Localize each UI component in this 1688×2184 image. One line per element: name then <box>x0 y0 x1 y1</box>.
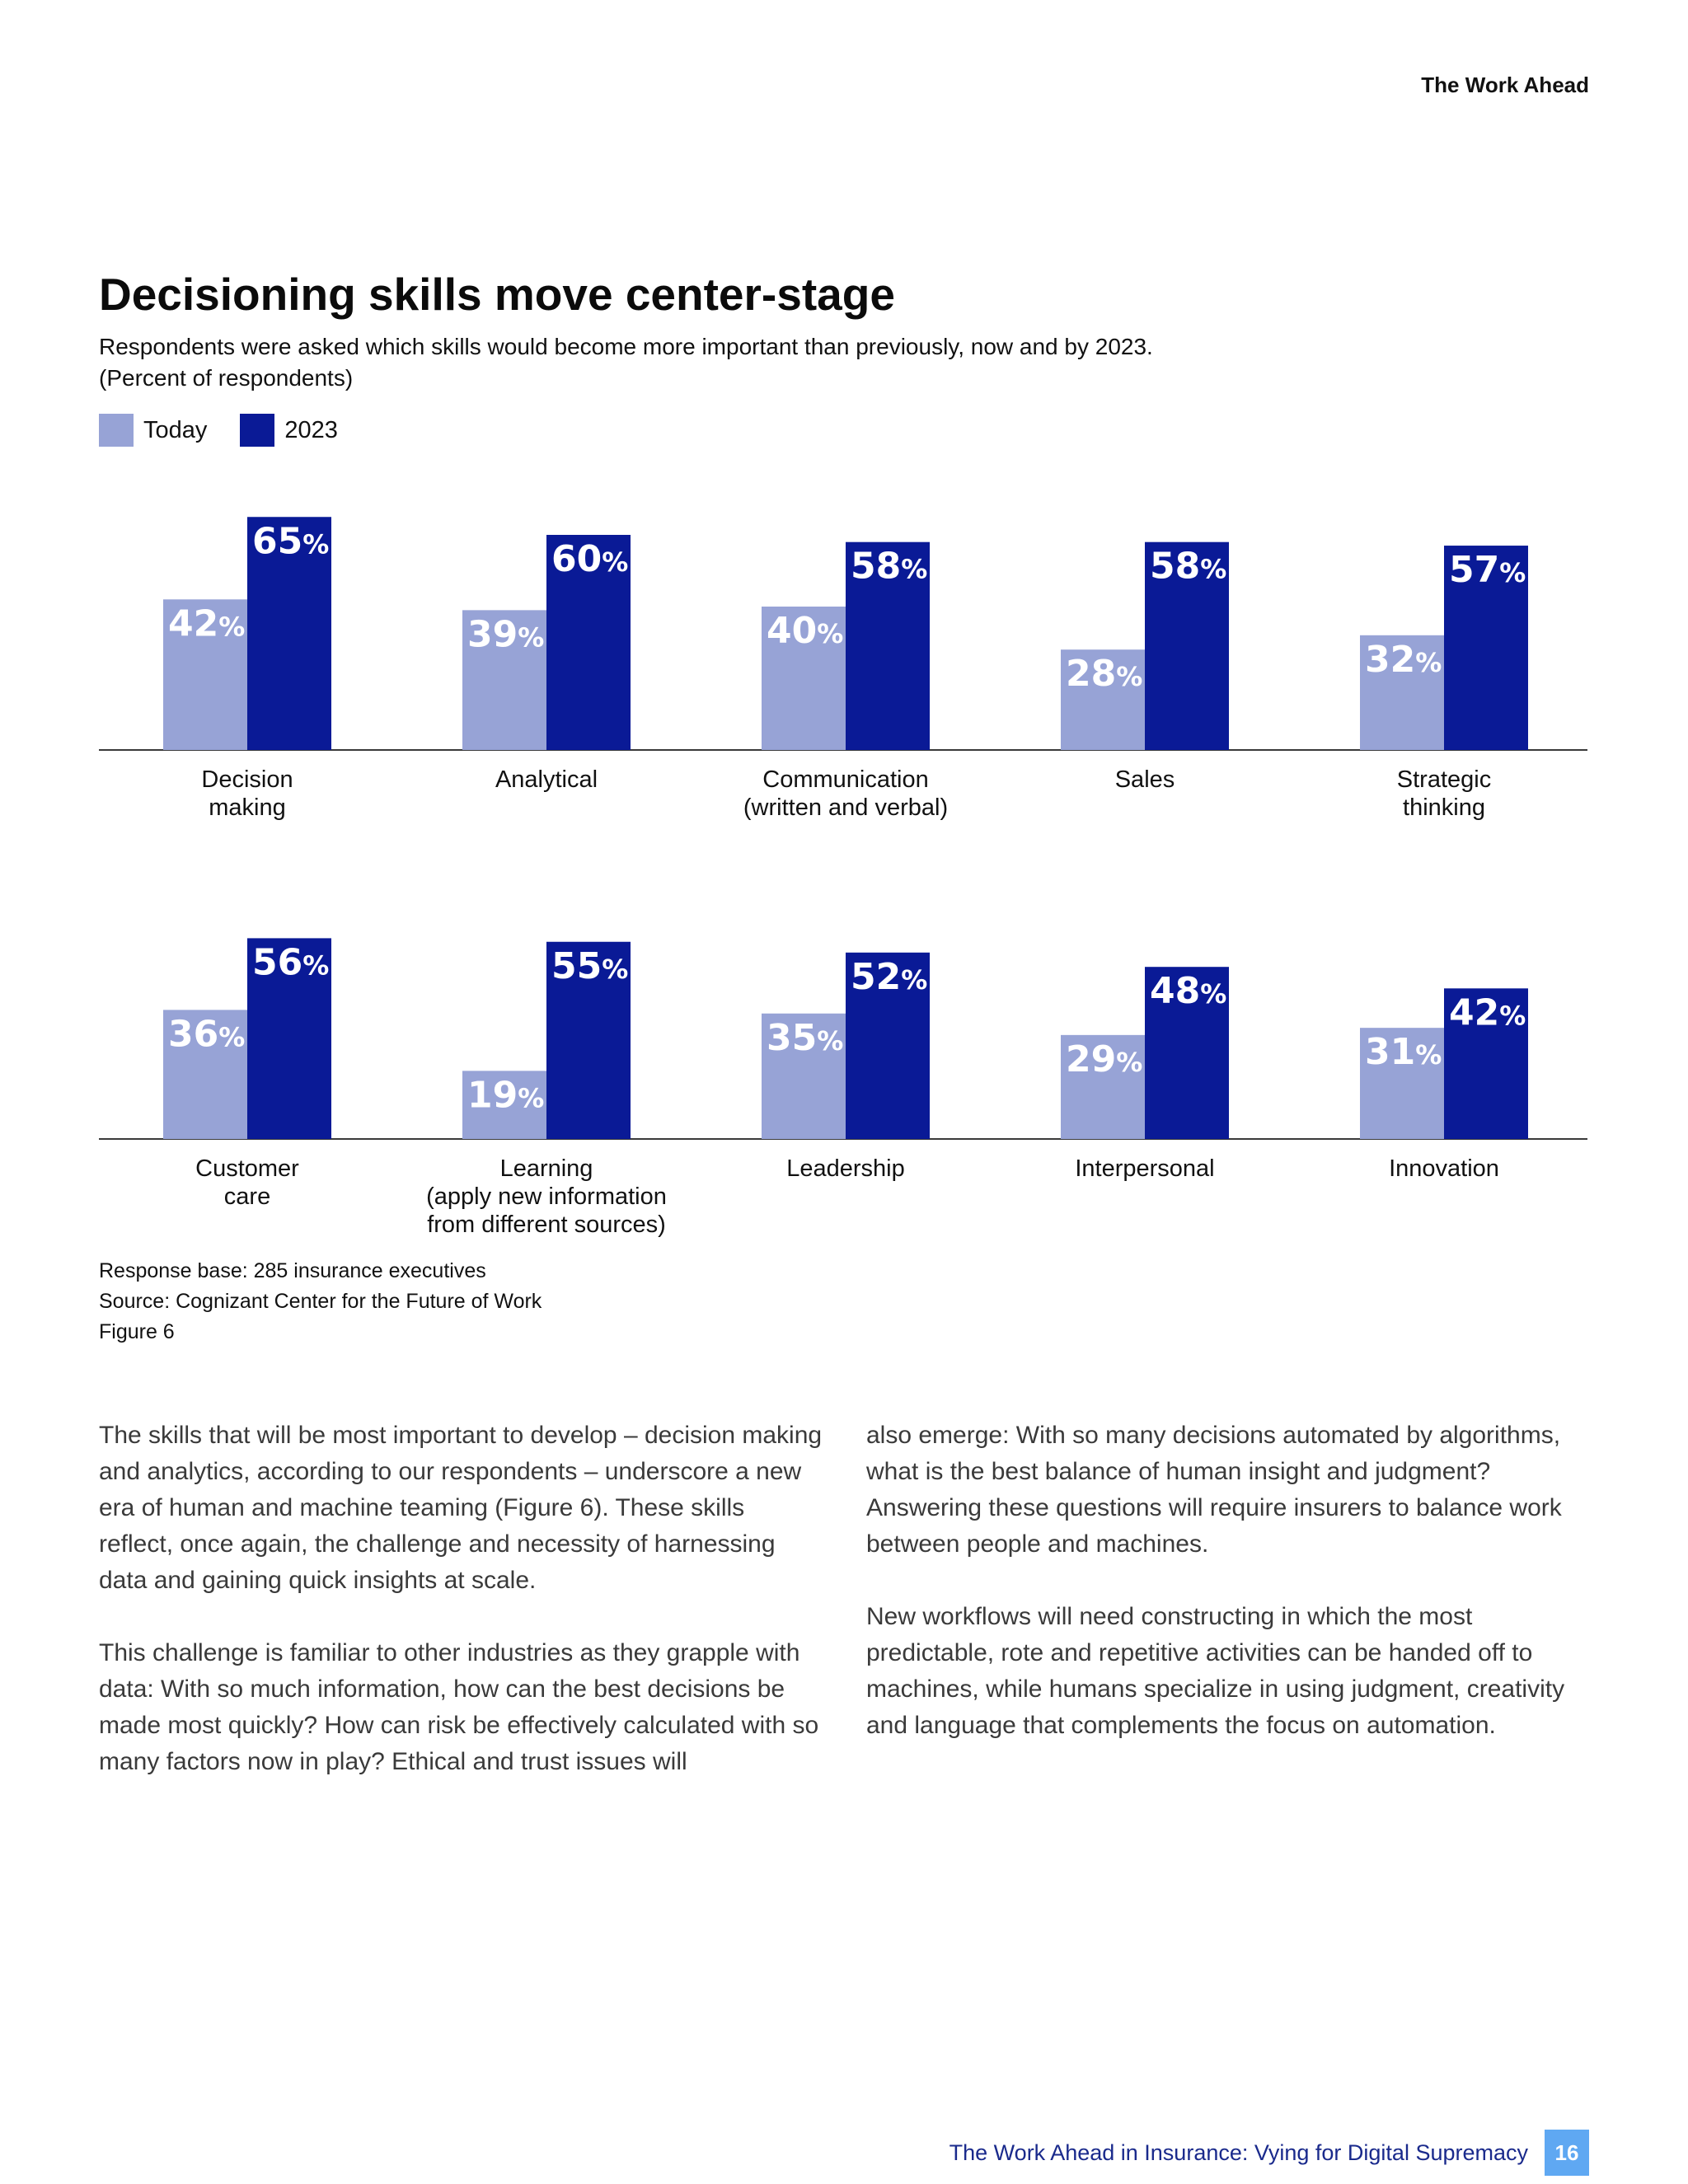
bar-2023 <box>846 952 930 1139</box>
bar-today <box>1360 1028 1444 1139</box>
bar-value-label: 65% <box>252 520 329 562</box>
figure-title: Decisioning skills move center-stage <box>99 269 895 320</box>
body-paragraph: The skills that will be most important t… <box>99 1422 823 1594</box>
bar-value-label: 58% <box>1150 546 1226 588</box>
category-label: Leadership <box>786 1155 905 1182</box>
bar-2023 <box>546 535 631 750</box>
bar-value-label: 39% <box>467 613 544 655</box>
figure-subtitle-line1: Respondents were asked which skills woul… <box>99 334 1153 359</box>
category-label: Interpersonal <box>1075 1155 1214 1182</box>
bar-today <box>1061 1034 1145 1139</box>
bar-2023 <box>1444 546 1528 750</box>
bar-2023 <box>1444 988 1528 1139</box>
category-label: Analytical <box>495 766 598 793</box>
response-base-note: Response base: 285 insurance executives <box>99 1259 486 1282</box>
category-label: Communication (written and verbal) <box>743 766 948 821</box>
bar-2023 <box>247 517 331 750</box>
bar-today <box>1360 635 1444 750</box>
bar-value-label: 48% <box>1150 970 1226 1012</box>
category-label: Decision making <box>201 766 293 821</box>
bar-value-label: 36% <box>168 1013 245 1055</box>
chart-legend: Today 2023 <box>99 412 371 448</box>
bar-value-label: 60% <box>551 538 628 580</box>
figure-notes: Response base: 285 insurance executives … <box>99 1256 542 1347</box>
legend-swatch-today <box>99 414 134 447</box>
bar-value-label: 35% <box>767 1017 843 1059</box>
figure-subtitle: Respondents were asked which skills woul… <box>99 331 1335 394</box>
category-label: Innovation <box>1389 1155 1499 1182</box>
bar-today <box>762 607 846 750</box>
bar-2023 <box>546 941 631 1139</box>
bar-value-label: 29% <box>1066 1038 1142 1080</box>
legend-label-2023: 2023 <box>284 416 338 443</box>
source-note: Source: Cognizant Center for the Future … <box>99 1290 542 1313</box>
footer-publication-title: The Work Ahead in Insurance: Vying for D… <box>949 2139 1528 2165</box>
bar-value-label: 19% <box>467 1074 544 1116</box>
bar-value-label: 58% <box>851 546 927 588</box>
legend-item-2023: 2023 <box>240 414 338 447</box>
bar-value-label: 28% <box>1066 653 1142 695</box>
body-paragraph: also emerge: With so many decisions auto… <box>866 1422 1562 1558</box>
figure-number: Figure 6 <box>99 1320 175 1343</box>
bar-2023 <box>846 541 930 750</box>
bar-2023 <box>1145 541 1229 750</box>
page-number-badge: 16 <box>1545 2130 1589 2176</box>
category-label: Strategic thinking <box>1397 766 1491 821</box>
bar-chart: 42%65%Decision making39%60%Analytical40%5… <box>99 517 1587 1238</box>
bar-today <box>462 610 546 750</box>
bar-value-label: 32% <box>1365 639 1442 681</box>
bar-today <box>163 1010 247 1139</box>
running-header: The Work Ahead <box>1421 73 1589 97</box>
body-column-right: also emerge: With so many decisions auto… <box>866 1418 1592 1780</box>
bar-value-label: 42% <box>168 602 245 644</box>
legend-item-today: Today <box>99 414 207 447</box>
bar-value-label: 55% <box>551 945 628 987</box>
body-column-left: The skills that will be most important t… <box>99 1418 824 1816</box>
body-paragraph: This challenge is familiar to other indu… <box>99 1639 819 1775</box>
body-paragraph: New workflows will need constructing in … <box>866 1603 1565 1739</box>
page-footer: The Work Ahead in Insurance: Vying for D… <box>950 2130 1589 2176</box>
bar-value-label: 42% <box>1449 991 1526 1033</box>
bar-value-label: 40% <box>767 610 843 652</box>
category-label: Learning (apply new information from diffe… <box>426 1155 667 1238</box>
category-label: Customer care <box>195 1155 299 1210</box>
figure-subtitle-line2: (Percent of respondents) <box>99 365 354 391</box>
bar-today <box>1061 649 1145 750</box>
bar-2023 <box>1145 967 1229 1139</box>
bar-today <box>762 1013 846 1139</box>
bar-today <box>462 1071 546 1139</box>
bar-2023 <box>247 938 331 1139</box>
bar-value-label: 57% <box>1449 549 1526 591</box>
legend-label-today: Today <box>143 416 208 443</box>
bar-value-label: 56% <box>252 941 329 983</box>
bar-today <box>163 599 247 750</box>
bar-value-label: 31% <box>1365 1031 1442 1073</box>
category-label: Sales <box>1115 766 1175 793</box>
bar-value-label: 52% <box>851 956 927 998</box>
legend-swatch-2023 <box>240 414 275 447</box>
